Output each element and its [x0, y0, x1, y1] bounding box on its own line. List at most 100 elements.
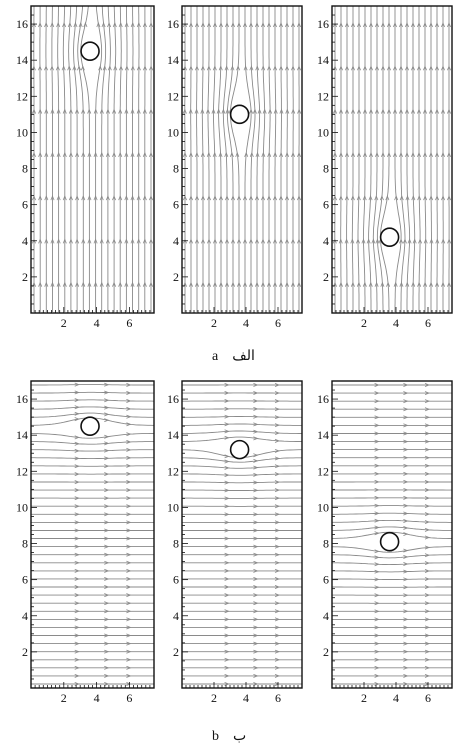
x-tick-label: 4 — [393, 691, 399, 705]
flow-arrow — [225, 195, 229, 201]
flow-arrow — [104, 673, 110, 678]
flow-arrow — [149, 151, 153, 157]
y-tick-label: 12 — [167, 464, 179, 478]
streamline — [368, 6, 372, 312]
flow-arrow — [403, 682, 409, 686]
streamline — [182, 465, 302, 469]
flow-arrow — [447, 108, 451, 114]
flow-arrow — [74, 456, 80, 461]
y-tick-label: 4 — [173, 609, 179, 623]
streamline — [201, 6, 204, 312]
streamlines — [31, 6, 154, 312]
flow-arrow — [201, 195, 205, 201]
flow-arrow — [374, 463, 380, 468]
flow-arrow — [105, 108, 110, 114]
flow-arrow — [435, 65, 439, 71]
flow-arrow — [267, 21, 271, 28]
flow-arrow — [218, 151, 223, 157]
flow-arrow — [104, 496, 110, 501]
flow-arrow — [374, 447, 380, 452]
flow-arrow — [105, 195, 110, 201]
flow-arrow — [261, 151, 266, 157]
y-tick-label: 4 — [22, 234, 28, 248]
flow-arrow — [362, 195, 367, 201]
flow-arrow — [243, 21, 247, 28]
flow-arrow — [424, 561, 431, 566]
flow-arrow — [424, 585, 431, 590]
flow-arrow — [104, 472, 110, 477]
flow-arrow — [104, 405, 110, 410]
flow-arrow — [38, 238, 43, 244]
flow-arrow — [403, 569, 409, 574]
flow-arrow — [87, 195, 92, 201]
flow-arrow — [224, 601, 230, 606]
flow-arrow — [118, 151, 123, 157]
flow-arrow — [206, 65, 211, 71]
streamline — [332, 554, 452, 559]
flow-arrow — [195, 195, 199, 201]
flow-arrow — [219, 21, 223, 28]
flow-arrow — [124, 238, 129, 244]
flow-arrow — [107, 21, 112, 28]
flow-arrow — [200, 151, 205, 157]
flow-arrow — [200, 108, 205, 114]
flow-arrow — [381, 65, 385, 71]
flow-arrow — [104, 488, 110, 493]
streamline — [125, 6, 128, 312]
flow-arrow — [274, 560, 281, 565]
flow-arrow — [424, 577, 431, 582]
flow-arrow — [441, 195, 446, 201]
streamline-panel-b-1: 2 4 6 2 4 6 8 10 12 14 16 — [16, 380, 155, 705]
flow-arrow — [124, 281, 129, 287]
flow-arrow — [62, 21, 67, 28]
flow-arrow — [374, 569, 380, 574]
flow-arrow — [363, 108, 367, 114]
flow-arrow — [252, 108, 257, 114]
streamline — [31, 441, 154, 445]
flow-arrow — [62, 281, 67, 287]
flow-arrow — [399, 281, 404, 287]
flow-arrow — [224, 435, 230, 440]
flow-arrow — [441, 238, 446, 244]
x-tick-label: 4 — [94, 691, 100, 705]
flow-arrow — [273, 238, 277, 244]
flow-arrow — [274, 431, 281, 436]
flow-arrow — [350, 238, 355, 244]
flow-arrow — [253, 601, 259, 606]
flow-arrow — [195, 238, 199, 244]
streamline — [406, 6, 411, 312]
flow-arrow — [74, 552, 80, 557]
streamline — [182, 457, 302, 463]
flow-arrow — [74, 480, 80, 485]
flow-arrow — [118, 21, 123, 28]
flow-arrow — [424, 463, 431, 468]
flow-arrow — [126, 568, 132, 573]
flow-arrow — [224, 657, 230, 662]
flow-arrow — [142, 108, 147, 114]
flow-arrow — [333, 281, 337, 287]
flow-arrow — [424, 657, 431, 662]
flow-arrow — [424, 682, 431, 686]
flow-arrow — [405, 195, 410, 201]
flow-arrow — [253, 488, 259, 493]
flow-arrow — [356, 281, 361, 287]
caption-b-arabic: ب — [233, 729, 247, 744]
x-tick-label: 2 — [211, 316, 217, 330]
streamline — [372, 6, 378, 312]
flow-arrow — [104, 536, 110, 541]
flow-arrow — [243, 65, 248, 71]
flow-arrow — [403, 463, 409, 468]
flow-arrow — [206, 151, 211, 157]
flow-arrow — [249, 238, 253, 244]
flow-arrow — [188, 151, 193, 157]
flow-arrow — [386, 281, 391, 287]
streamline — [424, 6, 427, 312]
flow-arrow — [213, 21, 217, 28]
flow-arrow — [338, 195, 343, 201]
flow-arrow — [224, 625, 230, 630]
flow-arrow — [56, 281, 61, 287]
flow-arrow — [32, 108, 36, 114]
flow-arrow — [387, 108, 391, 114]
flow-arrow — [87, 108, 92, 114]
